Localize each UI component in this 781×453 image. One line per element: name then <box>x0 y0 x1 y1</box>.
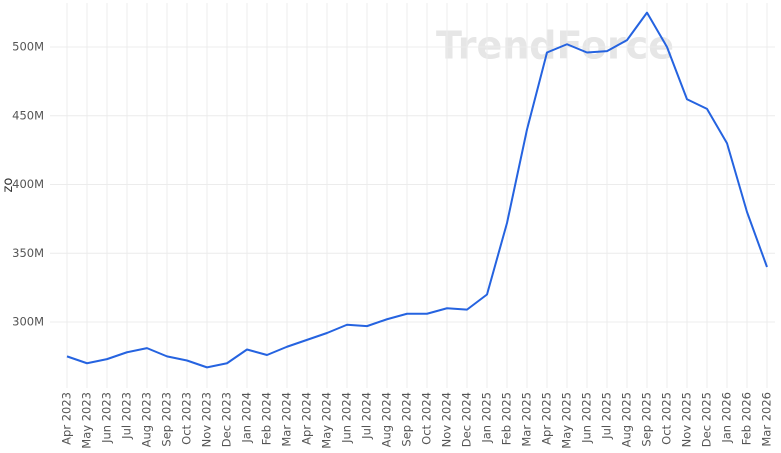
x-tick-label: Nov 2025 <box>680 392 694 447</box>
x-tick-label: Jul 2023 <box>120 392 134 440</box>
x-tick-label: Mar 2025 <box>520 392 534 447</box>
x-tick-label: Feb 2025 <box>500 392 514 445</box>
x-tick-label: May 2025 <box>560 392 574 449</box>
x-tick-label: Nov 2023 <box>200 392 214 447</box>
x-tick-label: Sep 2025 <box>640 392 654 447</box>
x-tick-label: Oct 2024 <box>420 392 434 445</box>
x-tick-label: Oct 2025 <box>660 392 674 445</box>
x-tick-label: Jul 2024 <box>360 392 374 440</box>
y-axis-label: oz <box>1 178 16 193</box>
y-tick-label: 300M <box>12 315 44 329</box>
x-tick-label: Aug 2024 <box>380 392 394 447</box>
x-tick-label: Nov 2024 <box>440 392 454 447</box>
x-tick-label: May 2023 <box>80 392 94 449</box>
x-tick-label: Jun 2024 <box>340 392 354 444</box>
line <box>66 11 768 369</box>
x-tick-label: Sep 2024 <box>400 392 414 447</box>
x-tick-label: Jan 2025 <box>480 392 494 444</box>
x-tick-label: Feb 2026 <box>740 392 754 445</box>
x-tick-label: Jan 2026 <box>720 392 734 444</box>
x-tick-label: Jul 2025 <box>600 392 614 440</box>
x-tick-label: Dec 2023 <box>220 392 234 447</box>
x-tick-label: Jun 2025 <box>580 392 594 444</box>
x-tick-label: Dec 2025 <box>700 392 714 447</box>
x-tick-label: Apr 2023 <box>60 392 74 445</box>
y-tick-label: 450M <box>12 108 44 122</box>
x-tick-label: Aug 2025 <box>620 392 634 447</box>
x-tick-label: Jan 2024 <box>240 392 254 444</box>
y-tick-label: 500M <box>12 40 44 54</box>
x-tick-label: Jun 2023 <box>100 392 114 444</box>
x-tick-label: Mar 2024 <box>280 392 294 447</box>
x-tick-label: Dec 2024 <box>460 392 474 447</box>
y-tick-label: 400M <box>12 177 44 191</box>
x-tick-label: Sep 2023 <box>160 392 174 447</box>
x-tick-label: May 2024 <box>320 392 334 449</box>
x-tick-label: Aug 2023 <box>140 392 154 447</box>
x-tick-label: Apr 2025 <box>540 392 554 445</box>
x-tick-label: Mar 2026 <box>760 392 774 447</box>
x-tick-label: Oct 2023 <box>180 392 194 445</box>
x-tick-label: Apr 2024 <box>300 392 314 445</box>
x-tick-label: Feb 2024 <box>260 392 274 445</box>
watermark: TrendForce <box>436 24 674 68</box>
y-tick-label: 350M <box>12 246 44 260</box>
